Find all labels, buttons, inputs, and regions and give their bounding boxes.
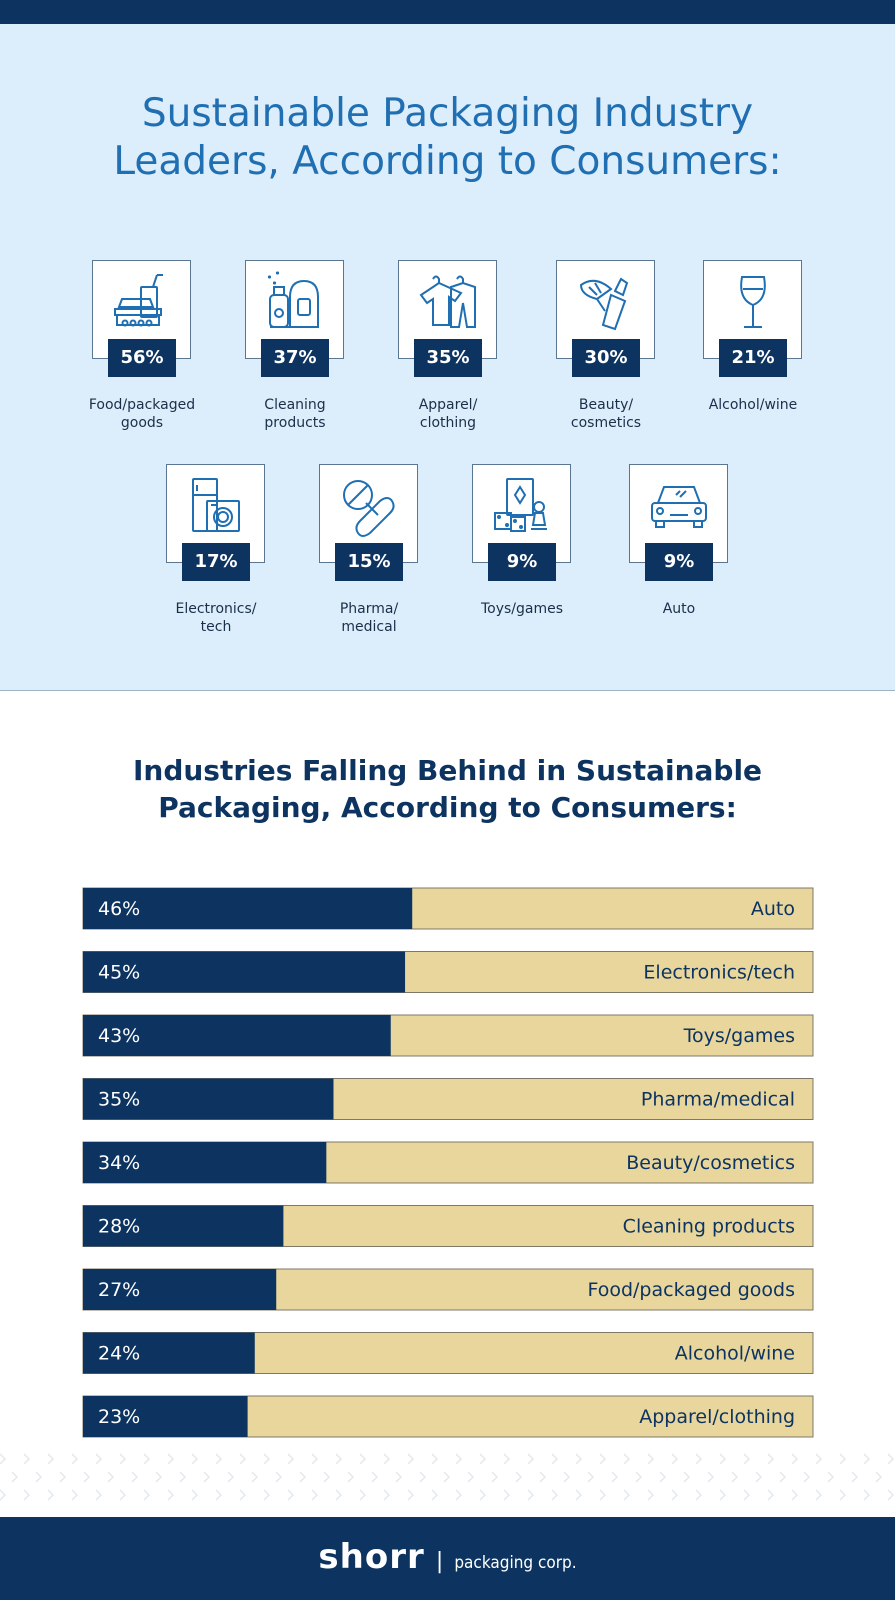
bar-category-label: Beauty/cosmetics xyxy=(626,1152,795,1174)
leader-label: Cleaning products xyxy=(264,397,326,431)
bar-value-label: 45% xyxy=(98,962,140,984)
brand-tagline: packaging corp. xyxy=(454,1553,577,1573)
leader-percent: 37% xyxy=(261,339,329,377)
leader-label: Toys/games xyxy=(480,601,564,617)
bar xyxy=(83,1269,277,1310)
leader-label: Electronics/ tech xyxy=(175,601,257,635)
chevron-pattern xyxy=(0,1453,895,1501)
bar xyxy=(83,1396,248,1437)
falling-behind-bar-chart: 46% Auto 45% Electronics/tech 43% Toys/games 3… xyxy=(82,887,814,1438)
cleaning-bottles-icon xyxy=(268,271,319,328)
leader-percent: 35% xyxy=(414,339,482,377)
leader-percent: 15% xyxy=(335,543,403,581)
leaders-title: Sustainable Packaging Industry Leaders, … xyxy=(0,90,895,186)
food-container-icon xyxy=(114,274,163,327)
bar-value-label: 27% xyxy=(98,1279,140,1301)
leader-label: Auto xyxy=(662,601,696,617)
bar-category-label: Food/packaged goods xyxy=(587,1279,795,1301)
clothes-hanger-icon xyxy=(419,275,476,328)
board-game-icon xyxy=(494,478,547,532)
leader-label: Apparel/ clothing xyxy=(418,397,478,431)
bar xyxy=(83,1078,334,1120)
footer: shorr | packaging corp. xyxy=(0,1517,895,1600)
bar-value-label: 34% xyxy=(98,1152,140,1174)
bar-category-label: Pharma/medical xyxy=(641,1089,795,1111)
bar-value-label: 46% xyxy=(98,898,140,920)
brand-logo: shorr | packaging corp. xyxy=(0,1537,895,1577)
bar xyxy=(83,1205,284,1247)
bar xyxy=(83,1142,327,1183)
bar-value-label: 43% xyxy=(98,1025,140,1047)
bar-category-label: Apparel/clothing xyxy=(639,1406,795,1428)
car-icon xyxy=(651,486,707,528)
leader-label: Beauty/ cosmetics xyxy=(570,397,642,431)
leader-percent: 30% xyxy=(572,339,640,377)
bar-value-label: 23% xyxy=(98,1406,140,1428)
wine-glass-icon xyxy=(740,276,766,328)
leader-label: Pharma/ medical xyxy=(339,601,399,635)
leader-percent: 21% xyxy=(719,339,787,377)
leaders-title-line1: Sustainable Packaging Industry xyxy=(141,91,754,136)
bar-category-label: Alcohol/wine xyxy=(675,1343,795,1365)
brand-name: shorr xyxy=(318,1537,425,1577)
bar-value-label: 24% xyxy=(98,1343,140,1365)
appliances-icon xyxy=(192,478,240,532)
behind-title: Industries Falling Behind in Sustainable… xyxy=(132,754,763,824)
top-bar xyxy=(0,0,895,24)
bar xyxy=(83,951,406,993)
leaders-title-line2: Leaders, According to Consumers: xyxy=(113,139,782,184)
bar-category-label: Cleaning products xyxy=(623,1216,795,1238)
leader-label: Food/packaged goods xyxy=(88,397,196,431)
pills-icon xyxy=(343,480,395,537)
bar-category-label: Electronics/tech xyxy=(643,962,795,984)
leader-percent: 9% xyxy=(645,543,713,581)
bar-category-label: Toys/games xyxy=(683,1025,795,1047)
leader-label: Alcohol/wine xyxy=(708,397,798,413)
bar xyxy=(83,888,413,929)
leaders-section: Sustainable Packaging Industry Leaders, … xyxy=(0,24,895,691)
bar-value-label: 35% xyxy=(98,1089,140,1111)
bar xyxy=(83,1332,255,1374)
makeup-brush-icon xyxy=(579,277,629,331)
bar-category-label: Auto xyxy=(751,898,795,920)
brand-separator: | xyxy=(435,1549,444,1574)
bar xyxy=(83,1015,391,1056)
bar-value-label: 28% xyxy=(98,1216,140,1238)
leader-percent: 17% xyxy=(182,543,250,581)
leader-percent: 9% xyxy=(488,543,556,581)
leader-percent: 56% xyxy=(108,339,176,377)
